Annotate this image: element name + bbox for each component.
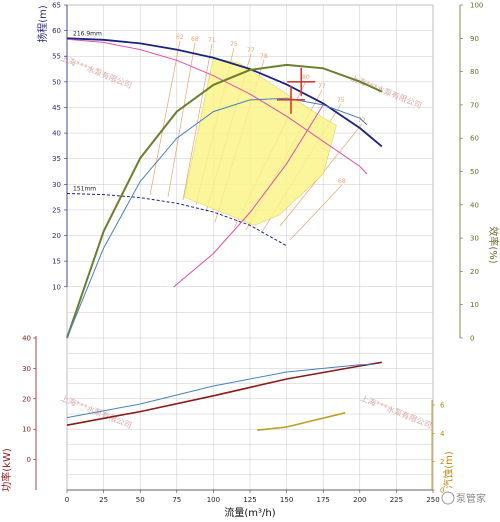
head-tick-label: 65 bbox=[52, 2, 61, 10]
npsh-axis-title: 汽蚀(m) bbox=[442, 451, 455, 489]
x-tick-label: 225 bbox=[390, 496, 403, 504]
head-tick-label: 30 bbox=[52, 181, 61, 189]
x-tick-label: 200 bbox=[353, 496, 366, 504]
head-axis-title: 扬程(m) bbox=[36, 5, 49, 43]
iso-label: 68 bbox=[338, 178, 346, 185]
series-power-0 bbox=[66, 361, 382, 426]
iso-label: 75 bbox=[230, 41, 238, 48]
efficiency-tick-label: 0 bbox=[470, 335, 474, 343]
iso-label: 68 bbox=[191, 36, 199, 43]
logo-icon bbox=[441, 491, 455, 505]
x-tick-label: 25 bbox=[99, 496, 108, 504]
efficiency-tick-label: 20 bbox=[470, 268, 479, 276]
efficiency-tick-label: 50 bbox=[470, 168, 479, 176]
efficiency-tick-label: 10 bbox=[470, 301, 479, 309]
iso-label: 77 bbox=[247, 47, 255, 54]
x-tick-label: 175 bbox=[317, 496, 330, 504]
operating-markers bbox=[276, 67, 316, 114]
x-tick-label: 0 bbox=[65, 496, 69, 504]
x-tick-label: 50 bbox=[136, 496, 145, 504]
head-tick-label: 50 bbox=[52, 78, 61, 86]
efficiency-tick-label: 40 bbox=[470, 201, 479, 209]
efficiency-tick-label: 80 bbox=[470, 68, 479, 76]
head-tick-label: 20 bbox=[52, 232, 61, 240]
iso-label: 62 bbox=[176, 34, 184, 41]
npsh-tick-label: 2 bbox=[440, 458, 444, 466]
power-axis: 0 10 20 30 40 功率(kW) bbox=[0, 335, 37, 492]
head-tick-label: 40 bbox=[52, 130, 61, 138]
x-tick-label: 150 bbox=[280, 496, 293, 504]
logo-text: 泵管家 bbox=[456, 492, 486, 505]
logo: 泵管家 bbox=[441, 491, 486, 505]
power-axis-title: 功率(kW) bbox=[0, 448, 13, 492]
head-tick-label: 15 bbox=[52, 258, 61, 266]
power-tick-label: 10 bbox=[22, 426, 31, 434]
efficiency-tick-label: 30 bbox=[470, 235, 479, 243]
efficiency-axis: 0 10 20 30 40 50 60 70 80 90 100 效率(%) bbox=[459, 2, 500, 343]
head-tick-label: 35 bbox=[52, 155, 61, 163]
series-efficiency-3 bbox=[66, 63, 383, 339]
head-tick-label: 45 bbox=[52, 104, 61, 112]
head-tick-label: 55 bbox=[52, 53, 61, 61]
iso-line bbox=[289, 184, 343, 241]
x-tick-label: 125 bbox=[243, 496, 256, 504]
x-tick-label: 100 bbox=[207, 496, 220, 504]
efficiency-axis-title: 效率(%) bbox=[487, 226, 500, 263]
iso-label: 71 bbox=[208, 37, 216, 44]
power-tick-label: 0 bbox=[27, 456, 31, 464]
impeller-diameter-label: 216.9mm bbox=[73, 30, 102, 37]
series-head-0 bbox=[66, 37, 383, 148]
series-efficiency-4 bbox=[66, 97, 368, 339]
impeller-diameter-label: 151mm bbox=[73, 186, 96, 193]
x-axis: 0 25 50 75 100 125 150 175 200 225 250 流量(m³/h) bbox=[65, 489, 440, 519]
series-npsh-2 bbox=[257, 412, 346, 431]
npsh-tick-label: 6 bbox=[440, 402, 445, 410]
iso-label: 78 bbox=[260, 53, 268, 60]
npsh-tick-label: 4 bbox=[440, 430, 445, 438]
head-tick-label: 10 bbox=[52, 283, 61, 291]
head-tick-label: 25 bbox=[52, 206, 61, 214]
series-head-1 bbox=[66, 38, 368, 175]
power-tick-label: 20 bbox=[22, 395, 31, 403]
efficiency-tick-label: 100 bbox=[470, 2, 483, 10]
iso-line bbox=[182, 43, 213, 201]
head-tick-label: 60 bbox=[52, 27, 61, 35]
series-head-2 bbox=[66, 193, 287, 247]
power-tick-label: 40 bbox=[22, 335, 31, 343]
series-power-1 bbox=[66, 363, 375, 419]
lower-curves bbox=[66, 361, 382, 431]
efficiency-tick-label: 70 bbox=[470, 101, 479, 109]
x-tick-label: 250 bbox=[426, 496, 439, 504]
npsh-axis: 0 2 4 6 汽蚀(m) bbox=[431, 400, 455, 495]
x-tick-label: 75 bbox=[172, 496, 181, 504]
power-tick-label: 30 bbox=[22, 365, 31, 373]
npsh-tick-label: 0 bbox=[440, 487, 444, 495]
iso-label: 80 bbox=[302, 74, 310, 81]
iso-line bbox=[149, 40, 181, 196]
efficiency-tick-label: 90 bbox=[470, 35, 479, 43]
iso-line bbox=[167, 42, 196, 198]
series-system-5 bbox=[173, 104, 324, 288]
x-axis-title: 流量(m³/h) bbox=[224, 506, 275, 519]
iso-label: 77 bbox=[318, 83, 326, 90]
efficiency-tick-label: 60 bbox=[470, 135, 479, 143]
upper-curves: 216.9mm 151mm bbox=[66, 30, 383, 339]
iso-label: 75 bbox=[337, 97, 345, 104]
